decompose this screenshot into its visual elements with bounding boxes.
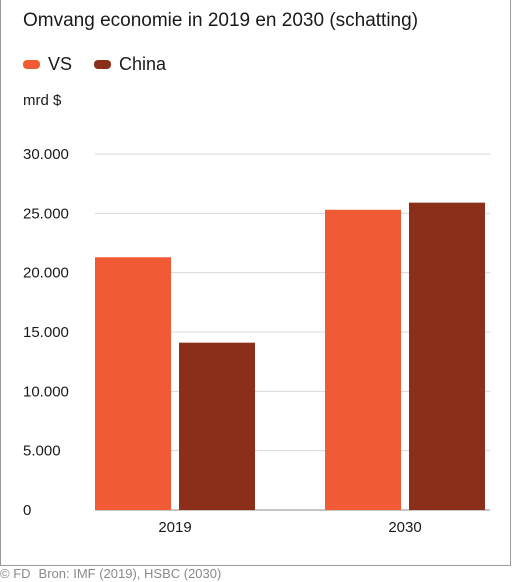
footer: © FD Bron: IMF (2019), HSBC (2030) xyxy=(0,566,229,581)
y-tick-label: 30.000 xyxy=(23,146,69,163)
legend-item-china: China xyxy=(94,54,166,75)
y-tick-label: 10.000 xyxy=(23,383,69,400)
legend: VS China xyxy=(23,54,188,75)
y-tick-label: 20.000 xyxy=(23,265,69,282)
bar-chart-plot: 0 5.000 10.000 15.000 20.000 25.000 30.000 2019… xyxy=(23,146,490,536)
bar-china-2030 xyxy=(409,202,485,511)
copyright-text: © FD xyxy=(0,566,31,581)
chart-frame xyxy=(0,0,511,566)
legend-swatch-vs xyxy=(23,60,40,69)
y-tick-label: 5.000 xyxy=(23,443,61,460)
y-tick-label: 0 xyxy=(23,502,31,519)
bar-vs-2030 xyxy=(325,209,401,511)
bar-china-2019 xyxy=(179,342,255,510)
legend-label-china: China xyxy=(119,54,167,74)
y-tick-label: 15.000 xyxy=(23,324,69,341)
source-text: Bron: IMF (2019), HSBC (2030) xyxy=(38,566,222,581)
legend-item-vs: VS xyxy=(23,54,72,75)
y-unit-label: mrd $ xyxy=(23,92,62,109)
chart-title: Omvang economie in 2019 en 2030 (schatti… xyxy=(23,10,419,31)
legend-swatch-china xyxy=(94,60,112,69)
x-tick-label: 2019 xyxy=(158,519,191,536)
y-tick-label: 25.000 xyxy=(23,205,69,222)
legend-label-vs: VS xyxy=(48,54,73,74)
bar-vs-2019 xyxy=(95,257,171,510)
x-tick-label: 2030 xyxy=(388,519,421,536)
